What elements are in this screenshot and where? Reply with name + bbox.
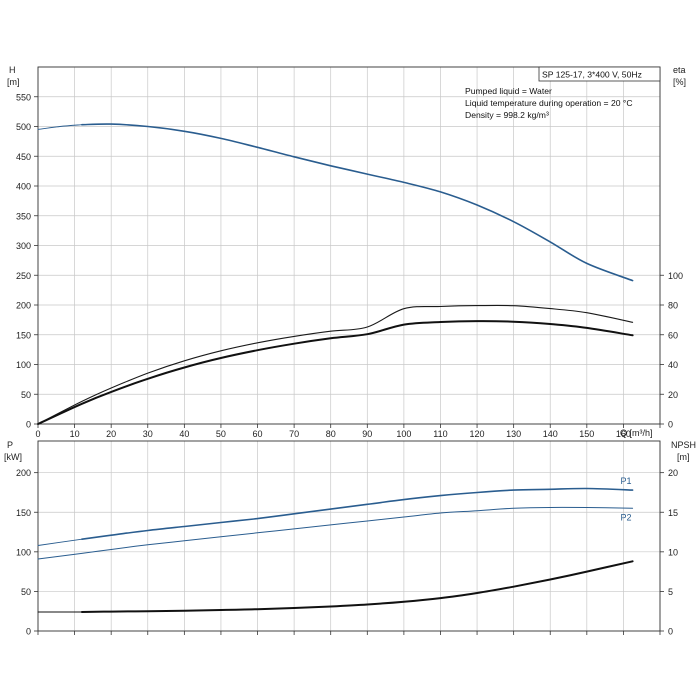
- curve-head-left-0: [81, 123, 634, 282]
- head-left-tick-label: 550: [16, 92, 31, 102]
- head-left-tick-label: 50: [21, 390, 31, 400]
- head-left-tick-label: 100: [16, 360, 31, 370]
- x-tick-label: 90: [362, 429, 372, 439]
- curve-power-left-1: [37, 538, 83, 546]
- head-axis-label: H: [9, 65, 16, 75]
- curve-head-left-1: [37, 124, 83, 130]
- head-axis-unit: [m]: [7, 77, 20, 87]
- head-right-tick-label: 0: [668, 420, 673, 430]
- head-right-tick-label: 60: [668, 330, 678, 340]
- x-tick-label: 0: [35, 429, 40, 439]
- head-left-tick-label: 150: [16, 330, 31, 340]
- x-tick-label: 10: [70, 429, 80, 439]
- density-label: Density = 998.2 kg/m³: [465, 110, 549, 120]
- power-left-tick-label: 50: [21, 587, 31, 597]
- model-label-box: [538, 66, 661, 82]
- series-label-p2: P2: [621, 512, 632, 522]
- efficiency-axis-unit: [%]: [673, 77, 686, 87]
- head-right-tick-label: 40: [668, 360, 678, 370]
- head-left-tick-label: 250: [16, 271, 31, 281]
- flow-axis-label: Q [m³/h]: [620, 428, 653, 438]
- head-left-tick-label: 500: [16, 122, 31, 132]
- power-left-tick-label: 200: [16, 468, 31, 478]
- x-tick-label: 110: [433, 429, 447, 439]
- x-tick-label: 60: [253, 429, 263, 439]
- head-efficiency-panel: 0501001502002503003504004505005500204060…: [16, 66, 683, 439]
- curve-p1: [81, 487, 634, 540]
- liquid-temperature-label: Liquid temperature during operation = 20…: [465, 98, 633, 108]
- x-tick-label: 130: [506, 429, 521, 439]
- x-tick-label: 120: [470, 429, 485, 439]
- series-label-p1: P1: [621, 476, 632, 486]
- power-right-tick-label: 15: [668, 508, 678, 518]
- x-tick-label: 20: [106, 429, 116, 439]
- head-left-tick-label: 200: [16, 301, 31, 311]
- curve-p2: [37, 506, 634, 560]
- power-right-tick-label: 0: [668, 627, 673, 637]
- power-right-tick-label: 10: [668, 547, 678, 557]
- x-tick-label: 100: [396, 429, 411, 439]
- curve-head-right-2: [37, 304, 634, 425]
- x-tick-label: 30: [143, 429, 153, 439]
- x-tick-label: 140: [543, 429, 558, 439]
- power-left-tick-label: 0: [26, 627, 31, 637]
- pump-model-label: SP 125-17, 3*400 V, 50Hz: [542, 70, 642, 80]
- power-right-tick-label: 20: [668, 468, 678, 478]
- head-right-tick-label: 100: [668, 271, 683, 281]
- npsh-axis-unit: [m]: [677, 452, 690, 462]
- x-tick-label: 40: [179, 429, 189, 439]
- power-axis-unit: [kW]: [4, 452, 22, 462]
- x-tick-label: 70: [289, 429, 299, 439]
- x-tick-label: 160: [616, 429, 631, 439]
- x-tick-label: 50: [216, 429, 226, 439]
- x-tick-label: 80: [326, 429, 336, 439]
- head-left-tick-label: 300: [16, 241, 31, 251]
- curve-power-right-3: [80, 560, 634, 613]
- head-right-tick-label: 20: [668, 390, 678, 400]
- pumped-liquid-label: Pumped liquid = Water: [465, 86, 552, 96]
- head-right-tick-label: 80: [668, 301, 678, 311]
- npsh-axis-label: NPSH: [671, 440, 696, 450]
- curve-head-right-3: [37, 320, 634, 425]
- power-right-tick-label: 5: [668, 587, 673, 597]
- x-tick-label: 150: [579, 429, 594, 439]
- efficiency-axis-label: eta: [673, 65, 686, 75]
- head-left-tick-label: 400: [16, 182, 31, 192]
- power-left-tick-label: 100: [16, 547, 31, 557]
- power-npsh-panel: 0 50 100 150 200 0 5 10 15 20 P1 P2: [16, 440, 678, 637]
- info-box: SP 125-17, 3*400 V, 50Hz Pumped liquid =…: [465, 66, 661, 120]
- power-plot-frame: [37, 440, 661, 632]
- power-axis-label: P: [7, 440, 13, 450]
- head-left-tick-label: 0: [26, 420, 31, 430]
- head-left-tick-label: 450: [16, 152, 31, 162]
- power-left-tick-label: 150: [16, 508, 31, 518]
- power-plot-area: [38, 441, 660, 631]
- head-left-tick-label: 350: [16, 211, 31, 221]
